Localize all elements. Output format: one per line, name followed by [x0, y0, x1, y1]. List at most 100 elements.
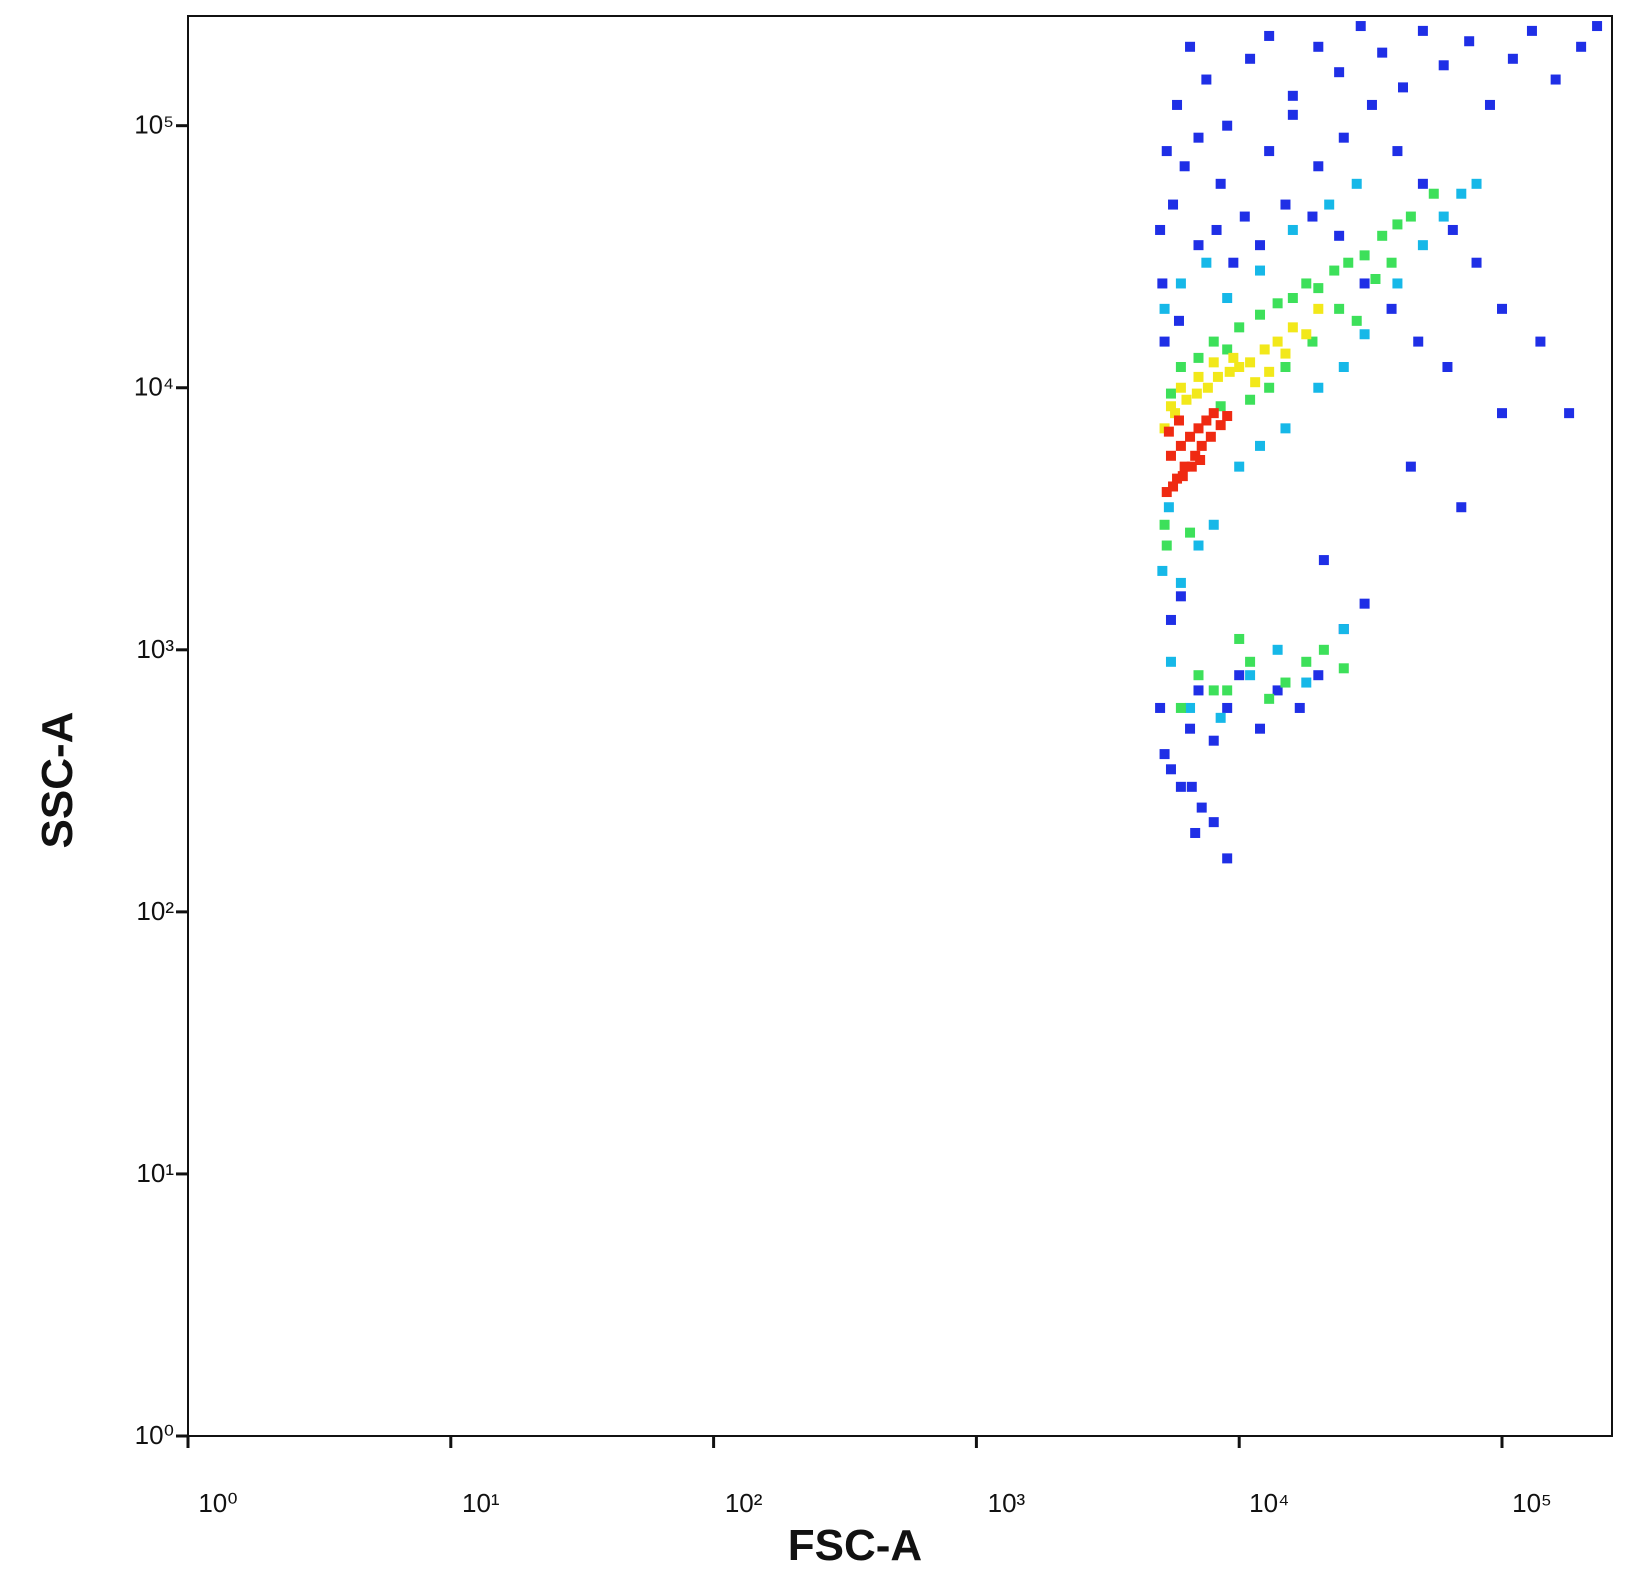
point [1259, 344, 1270, 355]
point [1211, 224, 1222, 235]
point [1255, 440, 1266, 451]
point [1245, 53, 1256, 64]
plot-frame [187, 15, 1613, 1437]
point [1313, 303, 1324, 314]
point [1264, 30, 1275, 41]
point [1170, 408, 1181, 419]
point [1313, 161, 1324, 172]
point [1272, 685, 1283, 696]
point [1366, 99, 1377, 110]
point [1222, 411, 1233, 422]
point [1208, 336, 1219, 347]
point [1377, 47, 1388, 58]
x-tick-label: 10⁰ [198, 1488, 237, 1518]
point [1196, 802, 1207, 813]
point [1417, 240, 1428, 251]
point [1159, 303, 1170, 314]
point [1464, 36, 1475, 47]
point [1193, 132, 1204, 143]
point [1193, 371, 1204, 382]
point [1359, 598, 1370, 609]
point [1193, 540, 1204, 551]
point [1442, 361, 1453, 372]
point [1313, 670, 1324, 681]
point [1159, 519, 1170, 530]
point [1484, 99, 1495, 110]
point [1191, 388, 1202, 399]
point [1245, 357, 1256, 368]
point [1334, 230, 1345, 241]
point [1334, 67, 1345, 78]
point [1313, 283, 1324, 294]
x-tick-label: 10⁴ [1249, 1488, 1289, 1518]
point [1163, 426, 1174, 437]
point [1526, 25, 1537, 36]
point [1172, 99, 1183, 110]
point [1173, 315, 1184, 326]
point [1228, 352, 1239, 363]
point [1222, 702, 1233, 713]
point [1208, 357, 1219, 368]
point [1550, 74, 1561, 85]
point [1185, 431, 1196, 442]
point [1255, 240, 1266, 251]
point [1205, 431, 1216, 442]
point [1186, 781, 1197, 792]
point [1497, 408, 1508, 419]
point [1155, 224, 1166, 235]
point [1175, 382, 1186, 393]
point [1280, 423, 1291, 434]
point [1287, 322, 1298, 333]
x-tick-label: 10³ [988, 1488, 1026, 1518]
point [1386, 257, 1397, 268]
y-tick-label: 10⁵ [134, 110, 174, 140]
point [1193, 423, 1204, 434]
point [1165, 656, 1176, 667]
point [1215, 401, 1226, 412]
point [1239, 211, 1250, 222]
point [1359, 278, 1370, 289]
point [1405, 211, 1416, 222]
point [1456, 502, 1467, 513]
point [1234, 322, 1245, 333]
point [1190, 827, 1201, 838]
point [1355, 21, 1366, 32]
point [1161, 487, 1172, 498]
point [1168, 199, 1179, 210]
point [1255, 723, 1266, 734]
point [1175, 702, 1186, 713]
point [1165, 450, 1176, 461]
point [1250, 377, 1261, 388]
point [1351, 315, 1362, 326]
point [1377, 230, 1388, 241]
x-tick-label: 10¹ [462, 1488, 500, 1518]
point [1175, 440, 1186, 451]
point [1301, 278, 1312, 289]
point [1175, 278, 1186, 289]
point [1535, 336, 1546, 347]
point [1255, 265, 1266, 276]
point [1161, 540, 1172, 551]
point [1471, 178, 1482, 189]
point [1272, 298, 1283, 309]
point [1159, 336, 1170, 347]
point [1447, 224, 1458, 235]
point [1185, 527, 1196, 538]
point [1592, 21, 1603, 32]
point [1576, 41, 1587, 52]
point [1215, 178, 1226, 189]
point [1507, 53, 1518, 64]
point [1186, 461, 1197, 472]
point [1294, 702, 1305, 713]
point [1165, 764, 1176, 775]
point [1264, 366, 1275, 377]
point [1392, 219, 1403, 230]
point [1222, 120, 1233, 131]
point [1208, 408, 1219, 419]
point [1264, 382, 1275, 393]
point [1224, 366, 1235, 377]
point [1234, 633, 1245, 644]
point [1196, 440, 1207, 451]
point [1287, 293, 1298, 304]
point [1201, 415, 1212, 426]
